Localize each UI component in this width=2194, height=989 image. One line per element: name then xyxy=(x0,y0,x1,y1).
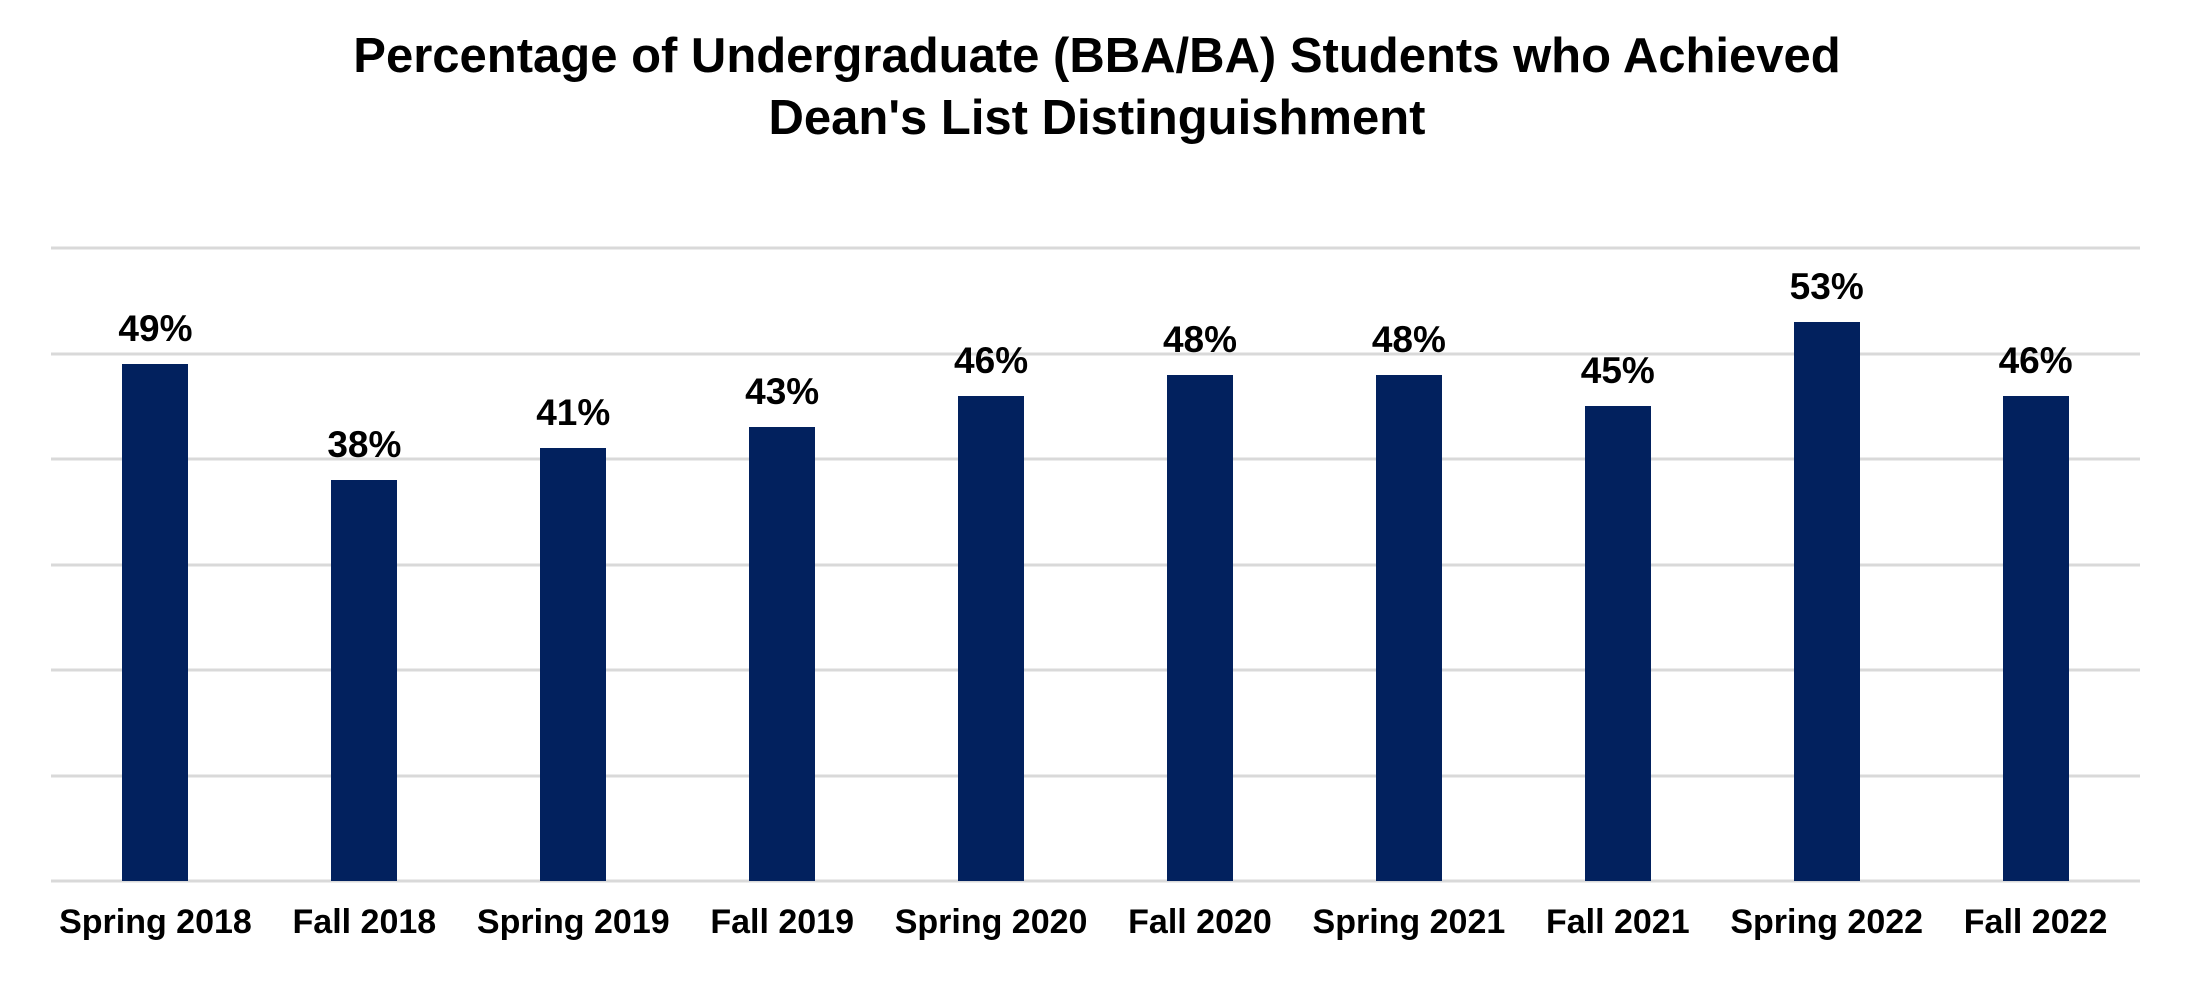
x-axis-label: Spring 2019 xyxy=(476,903,670,941)
x-axis-label: Spring 2018 xyxy=(59,903,252,941)
x-axis-labels: Spring 2018 Fall 2018 Spring 2019 Fall 2019… xyxy=(51,903,2140,942)
bar xyxy=(1584,406,1651,881)
x-axis-label: Spring 2020 xyxy=(894,903,1088,941)
chart-title-line-2: Dean's List Distinguishment xyxy=(768,90,1426,145)
gridline xyxy=(51,668,2140,672)
bar-slot: 46% xyxy=(1931,248,2140,881)
x-axis-label: Fall 2019 xyxy=(710,903,854,941)
bar xyxy=(749,427,816,881)
plot-area: 49% 38% 41% 43% 46% 48% 48% 45% 53% 46% xyxy=(51,246,2140,883)
bar xyxy=(958,395,1025,881)
bar-value-label: 38% xyxy=(327,424,402,466)
bar xyxy=(2002,395,2069,881)
bar-slot: 48% xyxy=(1304,248,1513,881)
bar xyxy=(1375,374,1442,881)
bar xyxy=(1793,321,1860,881)
x-axis-label: Fall 2020 xyxy=(1128,903,1272,941)
gridline xyxy=(51,563,2140,566)
bar-value-label: 48% xyxy=(1162,318,1238,360)
bar-slot: 38% xyxy=(260,248,469,881)
x-axis-label: Fall 2021 xyxy=(1545,903,1690,941)
x-axis-label: Fall 2022 xyxy=(1963,903,2108,941)
bar-value-label: 43% xyxy=(745,371,820,413)
bar xyxy=(540,448,607,881)
bar-value-label: 41% xyxy=(536,392,611,434)
bar-slot: 46% xyxy=(887,248,1096,881)
x-axis-label: Fall 2018 xyxy=(292,903,437,941)
gridline xyxy=(51,352,2140,355)
bar-slot: 49% xyxy=(51,248,260,881)
bar-value-label: 46% xyxy=(954,339,1029,381)
bar-value-label: 49% xyxy=(118,308,193,350)
bar-slot: 45% xyxy=(1513,248,1722,881)
bar-value-label: 45% xyxy=(1580,350,1655,392)
bar-slot: 41% xyxy=(469,248,678,881)
bar-value-label: 48% xyxy=(1371,318,1446,360)
bar-value-label: 46% xyxy=(1998,339,2073,381)
gridline xyxy=(51,457,2140,461)
bar xyxy=(1166,374,1233,881)
bar-slot: 53% xyxy=(1722,248,1931,881)
x-axis-label: Spring 2022 xyxy=(1730,903,1924,941)
x-axis-label: Spring 2021 xyxy=(1312,903,1506,941)
gridline xyxy=(51,246,2140,250)
bar-value-label: 53% xyxy=(1789,265,1864,307)
bar-slot: 43% xyxy=(678,248,887,881)
chart-title: Percentage of Undergraduate (BBA/BA) Stu… xyxy=(0,26,2194,149)
bar xyxy=(122,364,189,881)
chart-title-line-1: Percentage of Undergraduate (BBA/BA) Stu… xyxy=(353,29,1841,83)
gridline xyxy=(51,879,2140,883)
bar xyxy=(331,480,398,881)
bar-series: 49% 38% 41% 43% 46% 48% 48% 45% 53% 46% xyxy=(51,248,2140,881)
bar-slot: 48% xyxy=(1096,248,1305,881)
gridline xyxy=(51,774,2140,777)
